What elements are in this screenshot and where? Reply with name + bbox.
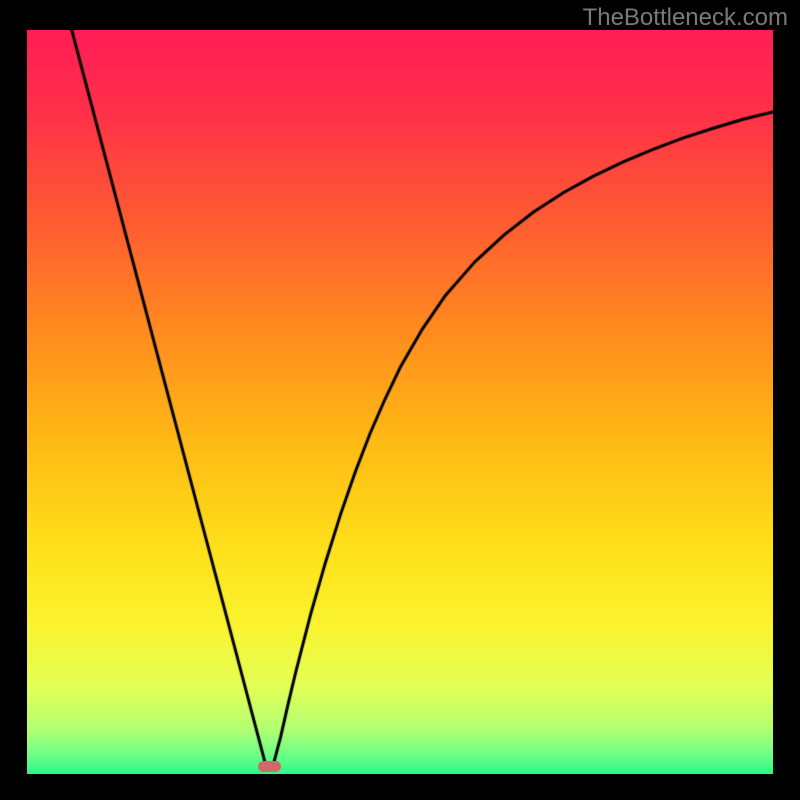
figure-root: TheBottleneck.com [0,0,800,800]
plot-canvas [27,30,773,774]
optimal-marker [258,761,282,772]
watermark-label: TheBottleneck.com [583,4,788,32]
plot-area [27,30,773,774]
